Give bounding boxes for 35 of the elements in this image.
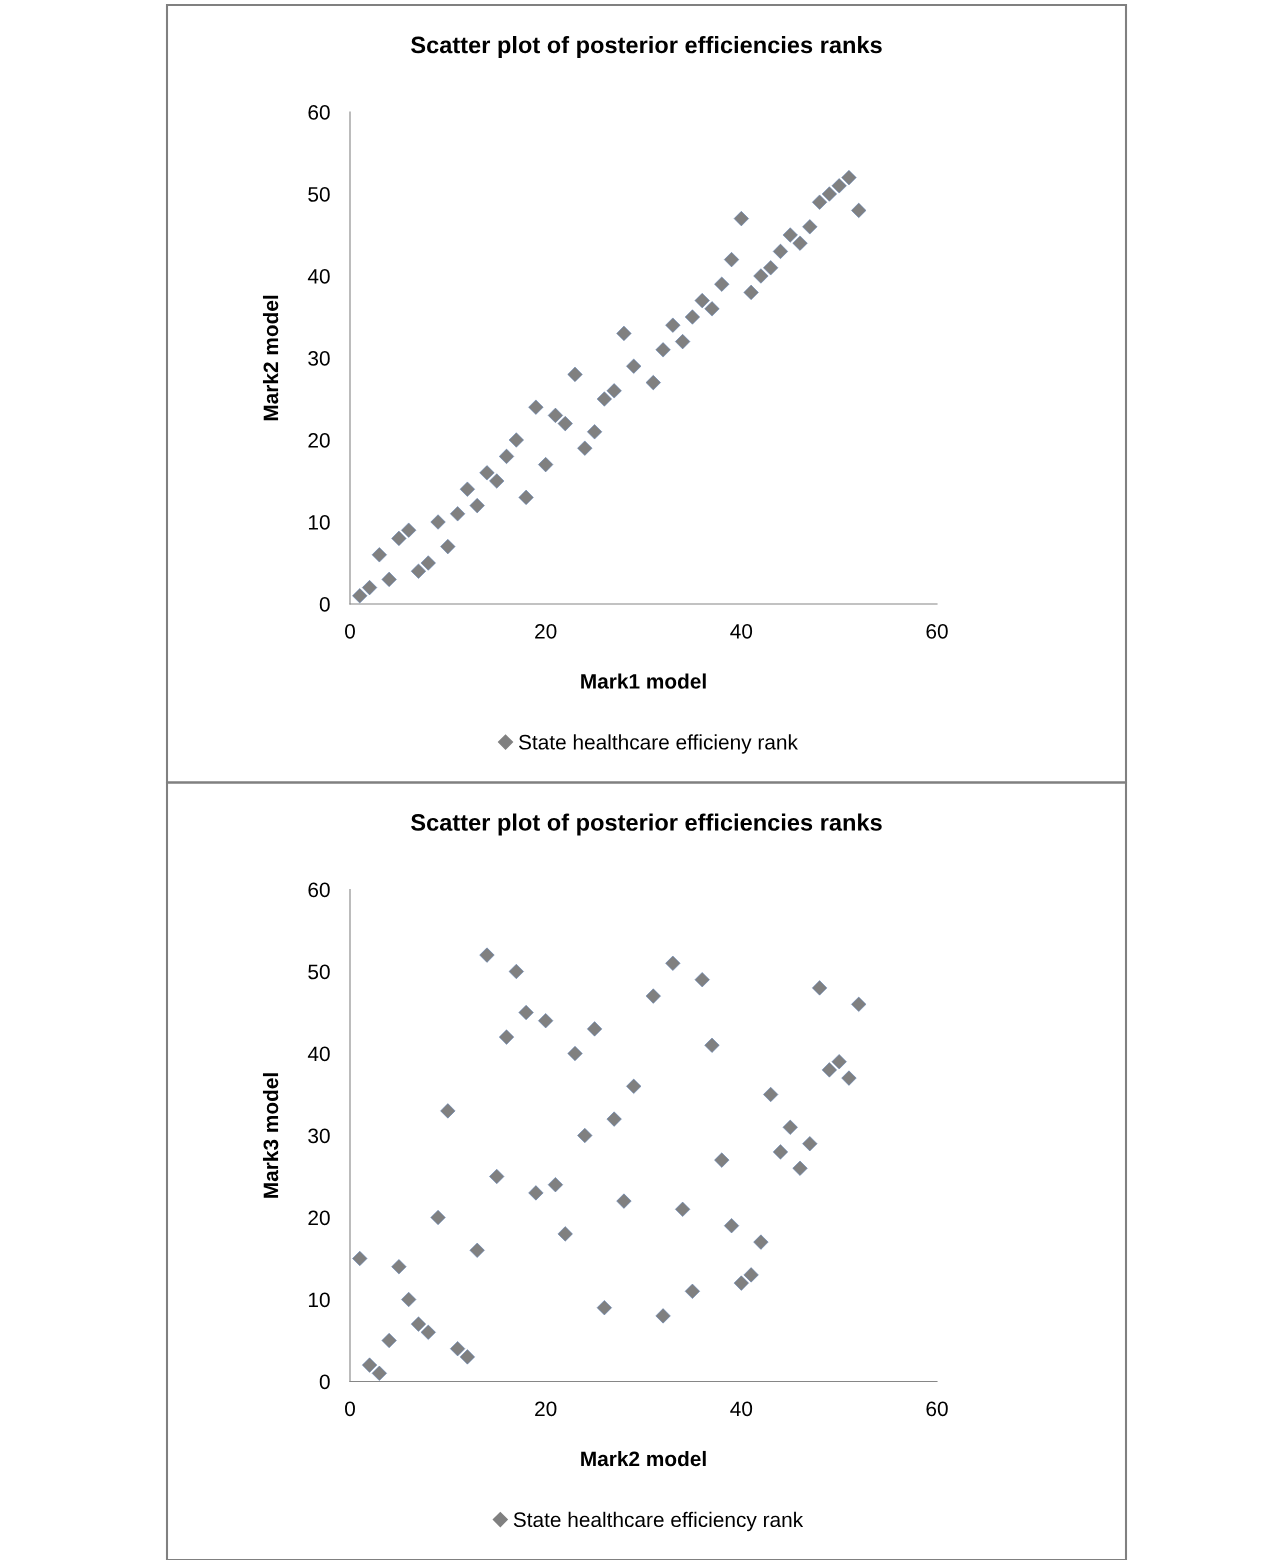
point [616,1193,632,1209]
y-tick-label: 0 [319,597,330,612]
x-tick-label: 20 [535,1401,557,1417]
legend-label: State healthcare efficieny rank [518,734,798,754]
y-tick-label: 40 [307,1046,330,1062]
y-tick-label: 0 [319,1374,330,1390]
x-axis-title: Mark1 model [581,673,706,689]
y-tick-label: 20 [308,433,330,448]
point [528,1185,544,1201]
y-tick-label: 50 [308,964,330,980]
y-tick-label: 50 [308,187,330,202]
x-tick-label: 40 [730,623,753,639]
x-tick-label: 60 [926,1401,948,1417]
point [841,1070,857,1086]
legend-label: State healthcare efficiency rank [513,1511,804,1532]
point [420,555,436,571]
chart-title: Scatter plot of posterior efficiencies ranks [411,813,882,836]
y-tick-label: 60 [308,882,330,898]
y-tick-label: 60 [308,105,330,120]
y-axis-title: Mark3 model [262,1073,279,1198]
y-axis-title: Mark2 model [262,295,279,421]
y-tick-label: 10 [308,515,330,530]
chart-title: Scatter plot of posterior efficiencies ranks [411,36,882,59]
y-tick-label: 20 [308,1210,330,1226]
y-tick-label: 40 [307,269,330,284]
point [792,235,808,251]
x-tick-label: 40 [730,1401,753,1417]
y-tick-label: 10 [308,1292,330,1308]
x-axis-title: Mark2 model [581,1450,706,1467]
y-tick-label: 30 [308,351,330,366]
x-tick-label: 0 [345,623,355,639]
x-tick-label: 20 [535,623,557,639]
x-tick-label: 60 [926,623,948,639]
y-tick-label: 30 [308,1128,330,1144]
x-tick-label: 0 [345,1401,355,1417]
